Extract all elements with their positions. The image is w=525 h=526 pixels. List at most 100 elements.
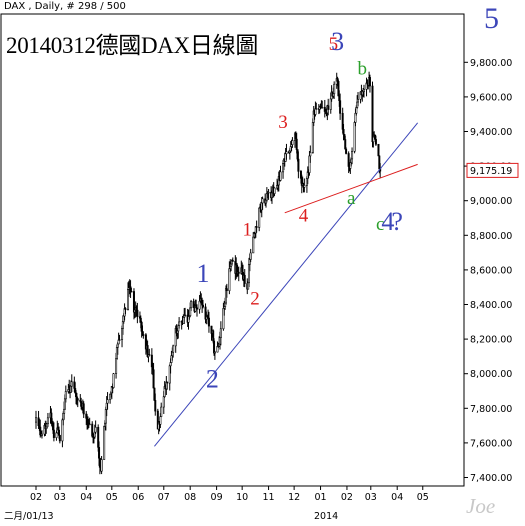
candle-body (76, 398, 79, 401)
candle-body (148, 354, 151, 356)
candle-body (112, 373, 115, 388)
candle-body (327, 105, 330, 110)
candle-body (100, 459, 103, 472)
candle-body (261, 198, 264, 204)
x-tick-label: 05 (106, 492, 118, 503)
candle-body (184, 314, 187, 317)
candle-body (372, 136, 375, 143)
wave-label: 4 (381, 207, 394, 236)
candle-body (142, 334, 145, 336)
x-tick-label: 11 (263, 492, 275, 503)
y-tick-label: 8,400.00 (470, 300, 512, 311)
wave-label: b (358, 58, 368, 79)
candle-body (291, 140, 294, 145)
candle-body (377, 143, 380, 157)
candle-body (58, 429, 61, 436)
x-tick-label: 06 (132, 492, 144, 503)
candle-body (94, 426, 97, 433)
instrument-line: DAX , Daily, # 298 / 500 (4, 1, 126, 12)
chart-title: 20140312德國DAX日線圖 (6, 33, 259, 58)
candle-body (333, 83, 336, 95)
candle-body (285, 151, 288, 155)
candle-body (70, 381, 73, 387)
corner-wave-label: 5 (484, 2, 499, 35)
candle-body (255, 226, 258, 228)
candle-body (243, 275, 246, 284)
wave-label: ? (391, 207, 403, 236)
trendlines-layer (154, 122, 419, 447)
x-tick-label: 03 (365, 492, 377, 503)
y-tick-label: 7,400.00 (470, 473, 512, 484)
x-axis: 02 03 04 05 06 07 08 09 10 11 12 01 02 03 04 05 二月/01/13… (4, 486, 429, 522)
candle-body (160, 406, 163, 417)
candle-body (315, 108, 318, 110)
x-tick-label: 01 (314, 492, 326, 503)
candle-body (249, 252, 252, 260)
candle-body (106, 399, 109, 404)
x-tick-label: 02 (341, 492, 353, 503)
candle-body (309, 152, 312, 157)
wave-label: 4 (299, 205, 309, 226)
trendline-blue-uptrend (154, 122, 419, 447)
candle-body (267, 191, 270, 194)
candle-body (295, 138, 298, 150)
candles-layer (34, 71, 382, 475)
candle-body (152, 369, 155, 389)
x-tick-label: 04 (80, 492, 92, 503)
wave-label: 2 (206, 365, 219, 394)
candle-body (362, 89, 365, 92)
candle-body (178, 321, 181, 326)
trendline-red-trendline (284, 163, 418, 214)
candle-body (368, 77, 371, 87)
candle-body (98, 447, 101, 459)
candle-body (311, 122, 314, 153)
wave-label: 2 (250, 289, 260, 310)
candle-body (231, 260, 234, 262)
watermark: Joe (466, 494, 496, 518)
candle-body (196, 307, 199, 310)
candle-body (154, 400, 157, 412)
candle-body (58, 435, 61, 442)
candle-body (63, 408, 66, 414)
x-tick-label: 05 (417, 492, 429, 503)
candle-body (339, 100, 342, 114)
candle-body (172, 345, 175, 353)
x-tick-label: 10 (236, 492, 248, 503)
x-sub-label-start: 二月/01/13 (4, 511, 54, 522)
candle-body (345, 148, 348, 154)
candle-body (115, 358, 118, 374)
candle-body (213, 351, 216, 354)
candle-body (64, 391, 67, 400)
wave-label: 3 (331, 27, 344, 56)
candle-body (130, 291, 133, 293)
wave-label: c (376, 214, 384, 235)
candle-body (297, 158, 300, 172)
wave-label: a (347, 188, 356, 209)
x-tick-label: 07 (158, 492, 170, 503)
wave-label: 5 (329, 34, 339, 55)
plot-frame (0, 13, 465, 487)
candle-body (82, 403, 85, 415)
y-tick-label: 9,000.00 (470, 196, 512, 207)
candle-body (34, 417, 37, 423)
candle-body (190, 301, 193, 309)
last-price-box (466, 162, 519, 178)
y-tick-label: 8,600.00 (470, 265, 512, 276)
y-tick-label: 9,800.00 (470, 58, 512, 69)
candle-body (166, 381, 169, 384)
candle-body (303, 185, 306, 188)
candle-body (52, 429, 55, 438)
y-tick-label: 8,200.00 (470, 335, 512, 346)
candle-body (136, 309, 139, 318)
candle-body (124, 308, 127, 310)
x-tick-label: 09 (211, 492, 223, 503)
x-tick-label: 08 (184, 492, 196, 503)
candle-body (273, 187, 276, 194)
candle-body (103, 426, 106, 460)
candle-body (46, 417, 49, 425)
x-tick-label: 02 (30, 492, 42, 503)
candle-body (357, 99, 360, 103)
last-price-label: 9,175.19 (470, 166, 512, 177)
